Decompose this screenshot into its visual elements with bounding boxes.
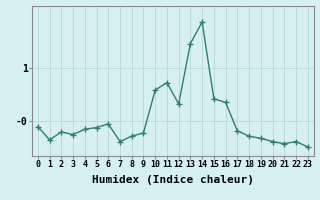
X-axis label: Humidex (Indice chaleur): Humidex (Indice chaleur) (92, 175, 254, 185)
